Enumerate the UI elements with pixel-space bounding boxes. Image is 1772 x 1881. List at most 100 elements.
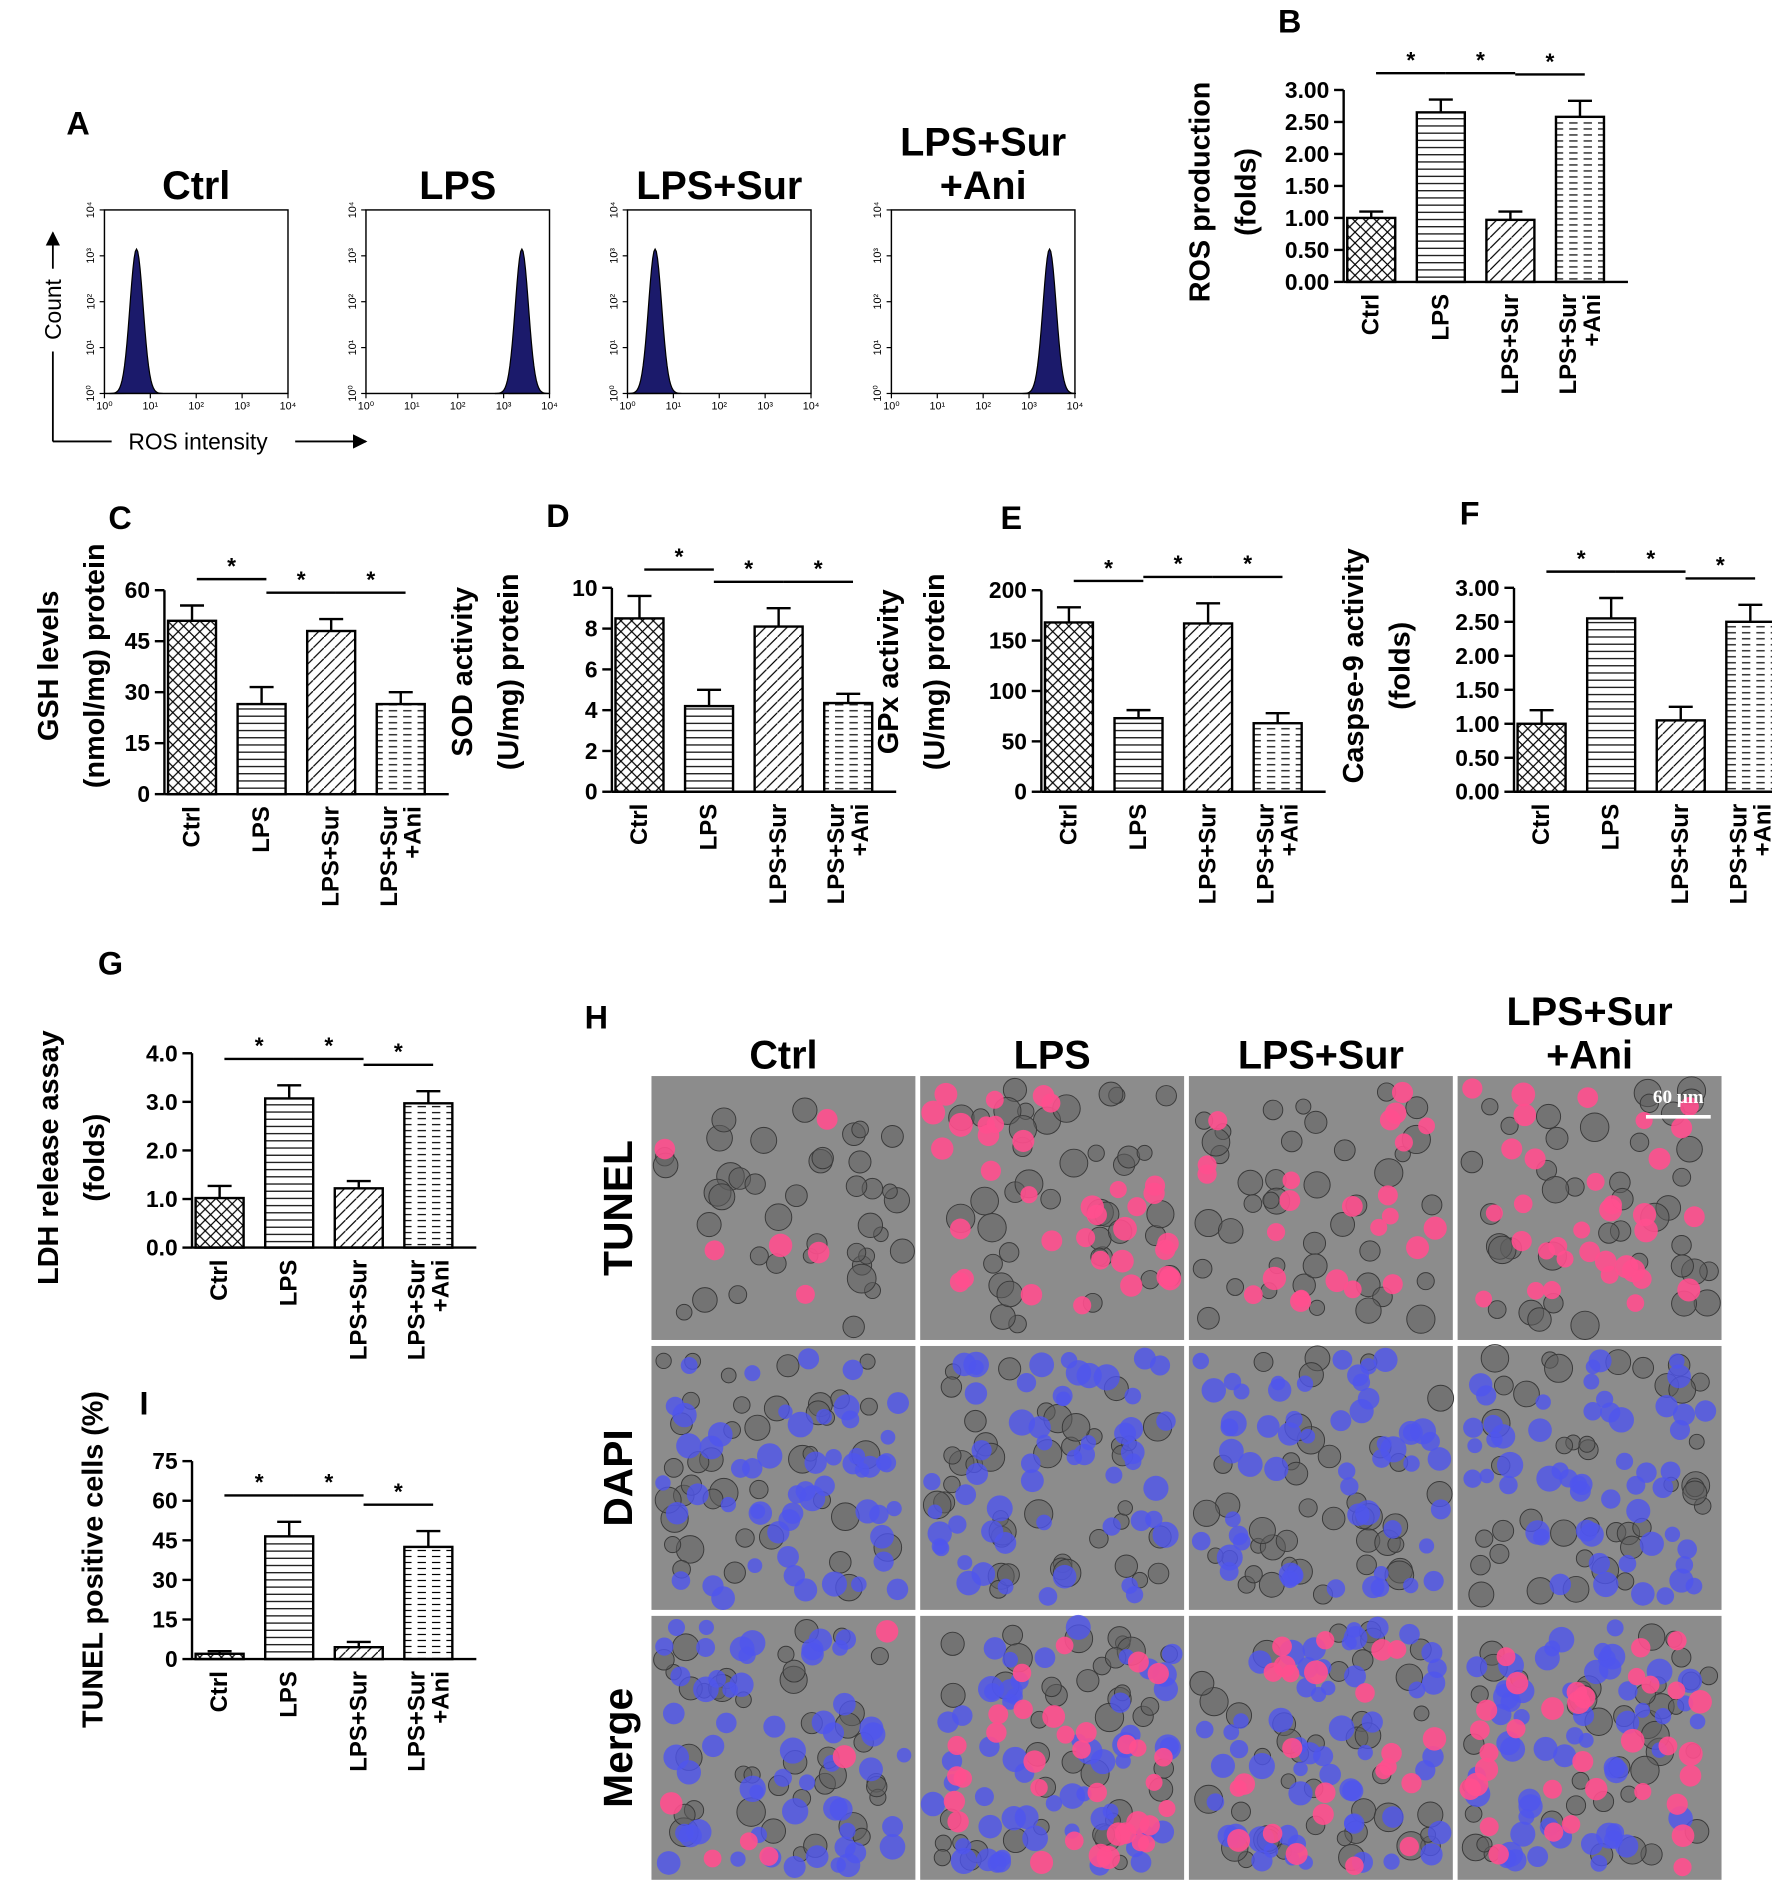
apoptotic-cell [1506, 1719, 1526, 1739]
panel-title: LPS+Sur +Ani [900, 120, 1066, 208]
significance-label: * [1546, 48, 1555, 74]
y-tick-label: 60 [152, 1488, 177, 1514]
panel-title: LPS [419, 164, 496, 208]
apoptotic-cell [1423, 1216, 1447, 1240]
apoptotic-cell [1279, 1190, 1301, 1212]
cell [1475, 1529, 1494, 1548]
y-tick-label: 4 [585, 697, 598, 723]
error-bar [319, 617, 344, 631]
cell [1565, 1795, 1587, 1816]
cell [1237, 1169, 1264, 1196]
nucleus [1229, 1739, 1249, 1759]
apoptotic-cell [1316, 1631, 1335, 1650]
cell [1500, 1116, 1519, 1135]
apoptotic-cell [1263, 1662, 1283, 1682]
cell [1460, 1150, 1484, 1174]
apoptotic-cell [1379, 1109, 1401, 1131]
y-axis-label: GSH levels (nmol/mg) protein [33, 543, 111, 788]
cell [1087, 1144, 1105, 1162]
nucleus [1615, 1710, 1640, 1735]
apoptotic-cell [1272, 1636, 1292, 1657]
nucleus [829, 1797, 853, 1821]
cell [1489, 1543, 1510, 1564]
error-bar [1359, 210, 1384, 218]
nucleus [1352, 1373, 1371, 1392]
nucleus [1296, 1375, 1314, 1392]
x-tick-label: 10² [711, 401, 727, 413]
nucleus [1119, 1417, 1144, 1441]
apoptotic-cell [1345, 1856, 1364, 1876]
bar [823, 701, 874, 793]
error-bar [1529, 708, 1554, 724]
nucleus [1636, 1462, 1657, 1483]
nucleus [767, 1521, 790, 1544]
cell [1632, 1356, 1655, 1379]
cell [1333, 1139, 1356, 1162]
apoptotic-cell [1156, 1265, 1179, 1289]
nucleus [1408, 1681, 1426, 1699]
apoptotic-cell [1266, 1223, 1286, 1242]
cell [1201, 1127, 1231, 1157]
nucleus [1036, 1434, 1053, 1451]
cell [846, 1242, 867, 1263]
nucleus [1020, 1453, 1041, 1474]
nucleus [1415, 1760, 1436, 1781]
apoptotic-cell [759, 1846, 779, 1866]
y-tick-label: 8 [585, 616, 598, 642]
y-tick-label: 45 [152, 1527, 178, 1553]
apoptotic-cell [1229, 1779, 1247, 1797]
nucleus [763, 1715, 786, 1738]
x-tick-label: LPS+Sur+Ani [1252, 804, 1303, 905]
nucleus [1002, 1651, 1019, 1668]
nucleus [955, 1484, 977, 1506]
apoptotic-cell [1648, 1147, 1671, 1170]
significance-label: * [1476, 47, 1485, 73]
nucleus [1102, 1803, 1119, 1820]
apoptotic-cell [1381, 1742, 1402, 1764]
apoptotic-cell [1401, 1772, 1422, 1794]
cell [998, 1242, 1020, 1263]
nucleus [1029, 1352, 1055, 1378]
nucleus [834, 1836, 856, 1858]
nucleus [1579, 1522, 1604, 1547]
cell [1578, 1435, 1596, 1453]
cell [696, 1212, 722, 1238]
cell [782, 1659, 806, 1683]
cell [943, 1475, 961, 1494]
apoptotic-cell [1459, 1778, 1482, 1800]
nucleus [662, 1702, 685, 1725]
y-tick-label: 3.00 [1285, 77, 1329, 103]
cell [1321, 1506, 1346, 1531]
bar [1554, 115, 1606, 284]
nucleus [1195, 1720, 1214, 1739]
nucleus [676, 1760, 702, 1785]
x-tick-label: 10⁴ [1067, 401, 1084, 413]
nucleus [1499, 1475, 1518, 1495]
nucleus [1347, 1503, 1370, 1526]
apoptotic-cell [954, 1268, 974, 1289]
cell [1308, 1299, 1326, 1316]
x-tick-label: LPS [248, 806, 275, 853]
bar [375, 702, 426, 796]
y-tick-label: 10² [347, 294, 359, 310]
cell [1304, 1110, 1328, 1134]
x-tick-label: 10¹ [143, 401, 159, 413]
apoptotic-cell [1208, 1111, 1228, 1131]
nucleus [1343, 1665, 1366, 1688]
cell [744, 1414, 771, 1441]
nucleus [1427, 1820, 1452, 1845]
nucleus [1264, 1456, 1289, 1482]
cell [1544, 1353, 1574, 1383]
nucleus [927, 1504, 943, 1520]
histogram-peak [628, 247, 682, 395]
cell [1629, 1132, 1650, 1153]
apoptotic-cell [1325, 1269, 1349, 1293]
error-bar [1428, 98, 1453, 113]
nucleus [956, 1570, 981, 1596]
x-tick-label: LPS+Sur [1195, 804, 1222, 905]
nucleus [983, 1637, 1007, 1660]
cell [1541, 1176, 1570, 1204]
apoptotic-cell [1370, 1218, 1388, 1236]
y-tick-label: 30 [125, 679, 150, 705]
